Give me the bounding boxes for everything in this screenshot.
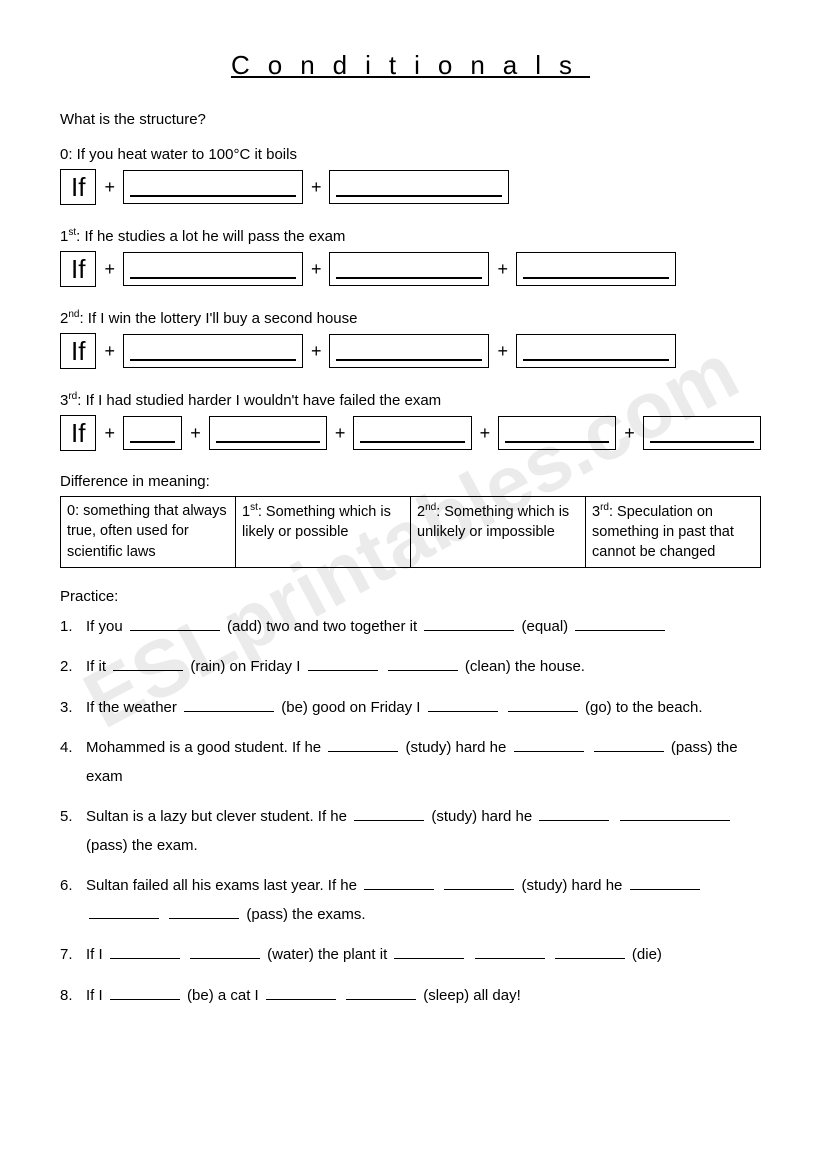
fill-blank[interactable] bbox=[514, 737, 584, 752]
item-number: 6. bbox=[60, 872, 78, 901]
difference-label: Difference in meaning: bbox=[60, 473, 761, 490]
plus-sign: + bbox=[497, 341, 508, 362]
practice-item: 5. Sultan is a lazy but clever student. … bbox=[60, 803, 761, 860]
plus-sign: + bbox=[311, 341, 322, 362]
item-number: 8. bbox=[60, 982, 78, 1011]
practice-list: 1. If you (add) two and two together it … bbox=[60, 613, 761, 1011]
zero-structure: If + + bbox=[60, 169, 761, 205]
blank-box[interactable] bbox=[329, 170, 509, 204]
fill-blank[interactable] bbox=[388, 656, 458, 671]
plus-sign: + bbox=[104, 259, 115, 280]
practice-item: 2. If it (rain) on Friday I (clean) the … bbox=[60, 653, 761, 682]
practice-item: 1. If you (add) two and two together it … bbox=[60, 613, 761, 642]
fill-blank[interactable] bbox=[555, 944, 625, 959]
practice-item: 8. If I (be) a cat I (sleep) all day! bbox=[60, 982, 761, 1011]
blank-box[interactable] bbox=[353, 416, 471, 450]
structure-question: What is the structure? bbox=[60, 111, 761, 128]
fill-blank[interactable] bbox=[424, 616, 514, 631]
item-number: 1. bbox=[60, 613, 78, 642]
item-number: 5. bbox=[60, 803, 78, 832]
plus-sign: + bbox=[497, 259, 508, 280]
blank-box[interactable] bbox=[209, 416, 327, 450]
blank-box[interactable] bbox=[123, 252, 303, 286]
practice-label: Practice: bbox=[60, 588, 761, 605]
fill-blank[interactable] bbox=[266, 985, 336, 1000]
if-box: If bbox=[60, 251, 96, 287]
third-structure: If + + + + + bbox=[60, 415, 761, 451]
blank-box[interactable] bbox=[643, 416, 761, 450]
page-title: Conditionals bbox=[60, 50, 761, 81]
second-label: 2nd: If I win the lottery I'll buy a sec… bbox=[60, 309, 761, 327]
first-label: 1st: If he studies a lot he will pass th… bbox=[60, 227, 761, 245]
fill-blank[interactable] bbox=[130, 616, 220, 631]
fill-blank[interactable] bbox=[110, 985, 180, 1000]
fill-blank[interactable] bbox=[190, 944, 260, 959]
practice-item: 6. Sultan failed all his exams last year… bbox=[60, 872, 761, 929]
fill-blank[interactable] bbox=[444, 875, 514, 890]
zero-label: 0: If you heat water to 100°C it boils bbox=[60, 146, 761, 163]
blank-box[interactable] bbox=[123, 334, 303, 368]
plus-sign: + bbox=[104, 177, 115, 198]
blank-box[interactable] bbox=[498, 416, 616, 450]
blank-box[interactable] bbox=[123, 170, 303, 204]
item-number: 4. bbox=[60, 734, 78, 763]
if-box: If bbox=[60, 333, 96, 369]
fill-blank[interactable] bbox=[328, 737, 398, 752]
fill-blank[interactable] bbox=[594, 737, 664, 752]
fill-blank[interactable] bbox=[428, 697, 498, 712]
item-number: 2. bbox=[60, 653, 78, 682]
meaning-cell-3: 3rd: Speculation on something in past th… bbox=[586, 497, 760, 567]
fill-blank[interactable] bbox=[364, 875, 434, 890]
item-number: 3. bbox=[60, 694, 78, 723]
third-label: 3rd: If I had studied harder I wouldn't … bbox=[60, 391, 761, 409]
practice-item: 7. If I (water) the plant it (die) bbox=[60, 941, 761, 970]
fill-blank[interactable] bbox=[630, 875, 700, 890]
plus-sign: + bbox=[335, 423, 346, 444]
fill-blank[interactable] bbox=[184, 697, 274, 712]
fill-blank[interactable] bbox=[508, 697, 578, 712]
second-structure: If + + + bbox=[60, 333, 761, 369]
blank-box[interactable] bbox=[123, 416, 182, 450]
item-number: 7. bbox=[60, 941, 78, 970]
plus-sign: + bbox=[311, 259, 322, 280]
fill-blank[interactable] bbox=[113, 656, 183, 671]
fill-blank[interactable] bbox=[169, 904, 239, 919]
first-structure: If + + + bbox=[60, 251, 761, 287]
fill-blank[interactable] bbox=[575, 616, 665, 631]
plus-sign: + bbox=[190, 423, 201, 444]
blank-box[interactable] bbox=[329, 334, 489, 368]
plus-sign: + bbox=[480, 423, 491, 444]
plus-sign: + bbox=[104, 423, 115, 444]
blank-box[interactable] bbox=[329, 252, 489, 286]
fill-blank[interactable] bbox=[354, 806, 424, 821]
practice-item: 4. Mohammed is a good student. If he (st… bbox=[60, 734, 761, 791]
fill-blank[interactable] bbox=[620, 806, 730, 821]
fill-blank[interactable] bbox=[89, 904, 159, 919]
if-box: If bbox=[60, 415, 96, 451]
practice-item: 3. If the weather (be) good on Friday I … bbox=[60, 694, 761, 723]
fill-blank[interactable] bbox=[475, 944, 545, 959]
fill-blank[interactable] bbox=[539, 806, 609, 821]
plus-sign: + bbox=[624, 423, 635, 444]
meaning-cell-0: 0: something that always true, often use… bbox=[61, 497, 236, 567]
fill-blank[interactable] bbox=[346, 985, 416, 1000]
if-box: If bbox=[60, 169, 96, 205]
meaning-table: 0: something that always true, often use… bbox=[60, 496, 761, 568]
blank-box[interactable] bbox=[516, 252, 676, 286]
fill-blank[interactable] bbox=[394, 944, 464, 959]
fill-blank[interactable] bbox=[308, 656, 378, 671]
meaning-cell-2: 2nd: Something which is unlikely or impo… bbox=[411, 497, 586, 567]
meaning-cell-1: 1st: Something which is likely or possib… bbox=[236, 497, 411, 567]
plus-sign: + bbox=[104, 341, 115, 362]
blank-box[interactable] bbox=[516, 334, 676, 368]
plus-sign: + bbox=[311, 177, 322, 198]
fill-blank[interactable] bbox=[110, 944, 180, 959]
